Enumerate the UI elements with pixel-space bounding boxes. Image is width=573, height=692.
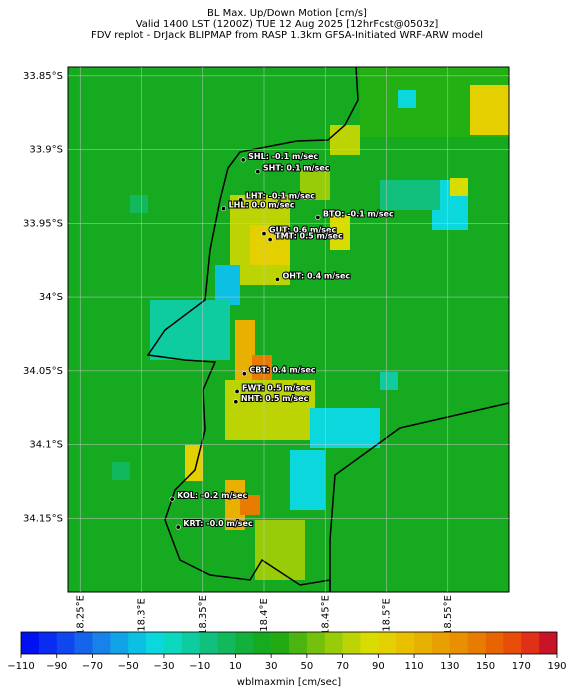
station-marker [315, 214, 321, 220]
colorbar-tick-label: −70 [82, 661, 103, 672]
axes: 33.85°S 33.9°S 33.95°S 34°S 34.05°S 34.1°S 34.… [23, 67, 509, 635]
colorbar-tick-label: −110 [7, 661, 34, 672]
colorbar-segment [521, 632, 540, 654]
colorbar-tick-label: −30 [153, 661, 174, 672]
colorbar-tick-label: 150 [476, 661, 495, 672]
lon-tick-label: 18.3°E [137, 598, 148, 632]
station-marker [261, 231, 267, 237]
colorbar-segment [128, 632, 147, 654]
colorbar-segment [217, 632, 236, 654]
station-marker [175, 524, 181, 530]
colorbar-segment [92, 632, 111, 654]
colorbar-frame [20, 631, 558, 655]
colorbar-tick-label: 50 [300, 661, 313, 672]
colorbar-segment [38, 632, 58, 654]
colorbar-tick-label: 70 [336, 661, 349, 672]
lat-tick-label: 34°S [39, 292, 63, 303]
colorbar-segment [21, 632, 40, 654]
colorbar-segment [181, 632, 200, 654]
colorbar-segment [289, 632, 308, 654]
lat-tick-label: 33.95°S [23, 218, 63, 229]
station-marker [221, 206, 227, 212]
colorbar-segment [253, 632, 272, 654]
station-label: SHT: 0.1 m/sec [263, 164, 330, 173]
colorbar-tick-label: 30 [265, 661, 278, 672]
colorbar-segment [199, 632, 218, 654]
station-label: GUT: 0.6 m/sec [269, 226, 336, 235]
station-label: BTO: -0.1 m/sec [323, 209, 394, 218]
station-marker [238, 197, 244, 203]
map-field [67, 66, 510, 593]
station-marker [240, 157, 246, 163]
station-label: NHT: 0.5 m/sec [241, 394, 309, 403]
colorbar-segment [449, 632, 468, 654]
lon-tick-label: 18.4°E [259, 598, 270, 632]
colorbar-tick-label: −10 [189, 661, 210, 672]
colorbar-tick-label: 190 [547, 661, 566, 672]
station-label: KRT: -0.0 m/sec [183, 519, 253, 528]
colorbar-segment [306, 632, 326, 654]
colorbar-segment [396, 632, 415, 654]
station-marker [241, 371, 247, 377]
lat-tick-label: 34.05°S [23, 366, 63, 377]
colorbar-segment [110, 632, 129, 654]
colorbar-segment [539, 632, 558, 654]
station-marker [255, 169, 261, 175]
station-label: LHT: -0.1 m/sec [246, 192, 316, 201]
lat-tick-label: 34.15°S [23, 513, 63, 524]
colorbar-label: wblmaxmin [cm/sec] [237, 677, 341, 688]
lon-tick-label: 18.45°E [320, 595, 331, 635]
colorbar-segment [414, 632, 433, 654]
lon-tick-label: 18.55°E [443, 595, 454, 635]
colorbar: −110 −90 −70 −50 −30 −10 10 30 50 70 90 110 130 150 17… [7, 631, 567, 688]
station-marker [234, 388, 240, 394]
colorbar-segment [74, 632, 93, 654]
colorbar-tick-label: 130 [440, 661, 459, 672]
lon-tick-label: 18.5°E [382, 598, 393, 632]
colorbar-segment [146, 632, 165, 654]
colorbar-segment [467, 632, 486, 654]
title: BL Max. Up/Down Motion [cm/s] [207, 8, 367, 19]
subtitle: Valid 1400 LST (1200Z) TUE 12 Aug 2025 [… [136, 19, 439, 30]
colorbar-tick-label: 90 [372, 661, 385, 672]
station-label: OHT: 0.4 m/sec [282, 271, 350, 280]
colorbar-tick-label: 170 [512, 661, 531, 672]
lon-tick-label: 18.25°E [75, 595, 86, 635]
lat-tick-label: 33.85°S [23, 71, 63, 82]
colorbar-segment [503, 632, 522, 654]
lat-tick-label: 33.9°S [29, 145, 63, 156]
colorbar-segment [56, 632, 75, 654]
colorbar-segment [324, 632, 343, 654]
colorbar-tick-label: 110 [405, 661, 424, 672]
colorbar-segment [431, 632, 451, 654]
subtitle: FDV replot - DrJack BLIPMAP from RASP 1.… [91, 30, 483, 41]
colorbar-tick-label: 10 [229, 661, 242, 672]
colorbar-tick-label: −50 [118, 661, 139, 672]
station-label: CBT: 0.4 m/sec [249, 366, 315, 375]
lon-tick-label: 18.35°E [198, 595, 209, 635]
colorbar-segment [342, 632, 361, 654]
station-label: TMT: 0.5 m/sec [275, 232, 343, 241]
station-label: SHL: -0.1 m/sec [248, 152, 318, 161]
colorbar-segment [271, 632, 290, 654]
station-marker [233, 399, 239, 405]
station-label: LHL: 0.0 m/sec [229, 201, 295, 210]
colorbar-tick-label: −90 [46, 661, 67, 672]
station-label: KOL: -0.2 m/sec [177, 491, 247, 500]
lat-tick-label: 34.1°S [29, 440, 63, 451]
station-label: FWT: 0.5 m/sec [242, 383, 311, 392]
station-marker [274, 276, 280, 282]
station-marker [169, 496, 175, 502]
colorbar-segment [360, 632, 379, 654]
colorbar-segment [378, 632, 397, 654]
colorbar-segment [163, 632, 183, 654]
station-marker [267, 237, 273, 243]
colorbar-segment [485, 632, 504, 654]
colorbar-segment [235, 632, 254, 654]
